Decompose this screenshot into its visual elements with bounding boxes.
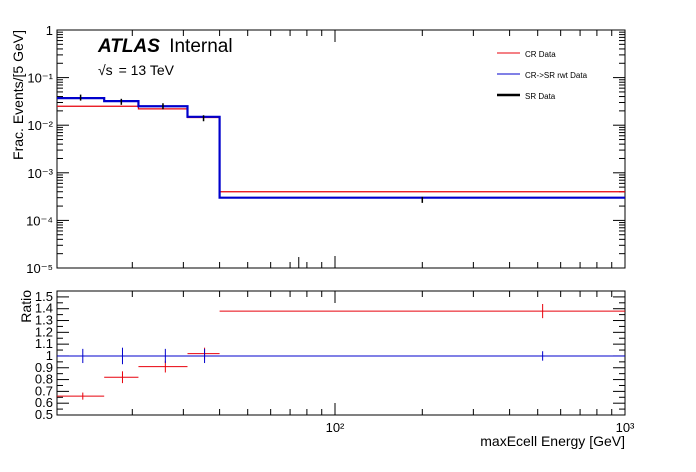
sr-data-points [79, 94, 424, 268]
bottom-y-axis-label: Ratio [18, 290, 34, 323]
top-y-tick-label: 10⁻² [27, 118, 53, 133]
top-y-tick-label: 1 [46, 23, 53, 38]
atlas-label-group: ATLAS Internal [97, 36, 233, 57]
bottom-y-tick-label: 0.5 [35, 407, 53, 422]
ratio-points [57, 303, 625, 400]
bottom-y-tick-label: 1 [46, 348, 53, 363]
bottom-y-ticks: 0.50.60.70.80.911.11.21.31.41.5 [35, 289, 625, 422]
energy-label: √s = 13 TeV [98, 62, 175, 78]
bottom-plot-frame [56, 290, 626, 416]
bottom-y-tick-label: 1.1 [35, 336, 53, 351]
top-y-tick-label: 10⁻³ [27, 166, 53, 181]
bottom-y-tick-label: 1.3 [35, 313, 53, 328]
x-tick-label: 10³ [616, 420, 635, 435]
legend: CR Data CR->SR rwt Data SR Data [497, 50, 588, 101]
top-panel: 10⁻⁵ 10⁻⁴ 10⁻³ 10⁻² 10⁻¹ 1 Frac. Events/[5 Ge… [10, 23, 626, 276]
legend-label-cr-data: CR Data [525, 50, 556, 59]
bottom-y-tick-label: 1.2 [35, 324, 53, 339]
bottom-y-tick-label: 0.7 [35, 383, 53, 398]
energy-value: = 13 TeV [119, 62, 175, 78]
top-x-ticks [131, 30, 626, 268]
bottom-y-tick-label: 0.9 [35, 360, 53, 375]
bottom-x-ticks: 10² 10³ [131, 291, 635, 435]
top-y-tick-label: 10⁻⁴ [26, 213, 53, 228]
histogram-cr-sr-rwt-data [57, 97, 625, 199]
top-y-axis-label: Frac. Events/[5 GeV] [10, 30, 26, 160]
bottom-y-tick-label: 1.5 [35, 289, 53, 304]
top-plot-frame [56, 29, 626, 269]
bottom-y-tick-label: 0.8 [35, 372, 53, 387]
atlas-label: ATLAS [97, 36, 160, 57]
legend-label-cr-sr-rwt-data: CR->SR rwt Data [525, 71, 588, 80]
atlas-status: Internal [169, 36, 232, 57]
x-tick-label: 10² [326, 420, 345, 435]
bottom-panel: 0.50.60.70.80.911.11.21.31.41.5 10² 10³ R… [18, 289, 635, 449]
energy-sqrt: √s [98, 62, 113, 78]
histogram-cr-data [57, 105, 625, 193]
x-axis-label: maxEcell Energy [GeV] [480, 433, 625, 449]
top-histograms [57, 97, 625, 199]
bottom-y-tick-label: 0.6 [35, 395, 53, 410]
bottom-y-tick-label: 1.4 [35, 301, 53, 316]
legend-label-sr-data: SR Data [525, 92, 556, 101]
top-y-tick-label: 10⁻¹ [27, 71, 53, 86]
top-y-ticks: 10⁻⁵ 10⁻⁴ 10⁻³ 10⁻² 10⁻¹ 1 [26, 23, 625, 276]
top-y-tick-label: 10⁻⁵ [26, 261, 53, 276]
